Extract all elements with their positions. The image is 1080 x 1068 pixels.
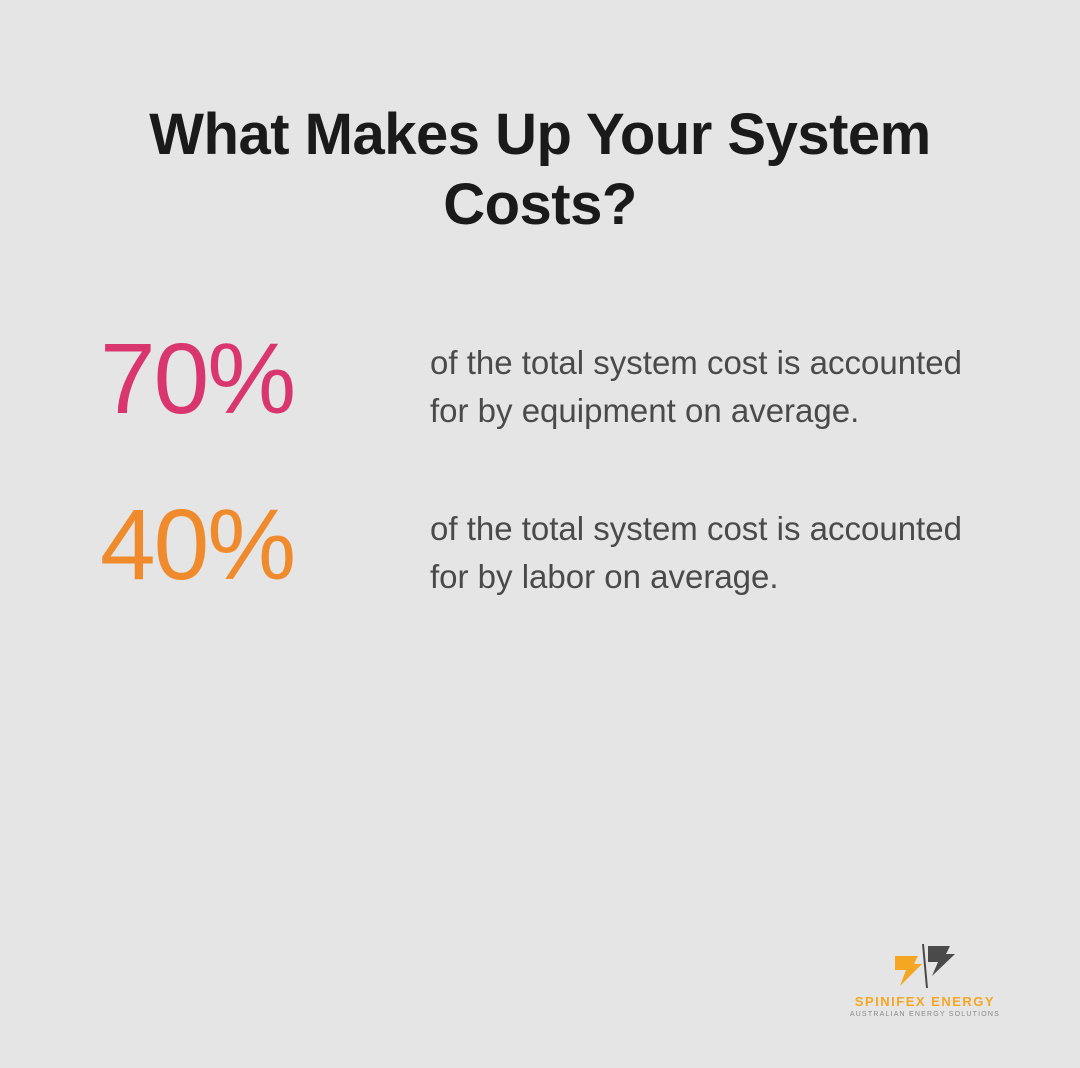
main-title: What Makes Up Your System Costs? xyxy=(100,100,980,239)
brand-logo: SPINIFEX ENERGY AUSTRALIAN ENERGY SOLUTI… xyxy=(850,944,1000,1018)
logo-tagline: AUSTRALIAN ENERGY SOLUTIONS xyxy=(850,1011,1000,1018)
stat-row-equipment: 70% of the total system cost is accounte… xyxy=(100,329,980,435)
description-equipment: of the total system cost is accounted fo… xyxy=(430,329,980,435)
percentage-equipment: 70% xyxy=(100,329,380,429)
stat-row-labor: 40% of the total system cost is accounte… xyxy=(100,495,980,601)
logo-mark xyxy=(850,944,1000,988)
description-labor: of the total system cost is accounted fo… xyxy=(430,495,980,601)
percentage-labor: 40% xyxy=(100,495,380,595)
logo-company-name: SPINIFEX ENERGY xyxy=(850,994,1000,1009)
logo-icon xyxy=(890,944,960,988)
